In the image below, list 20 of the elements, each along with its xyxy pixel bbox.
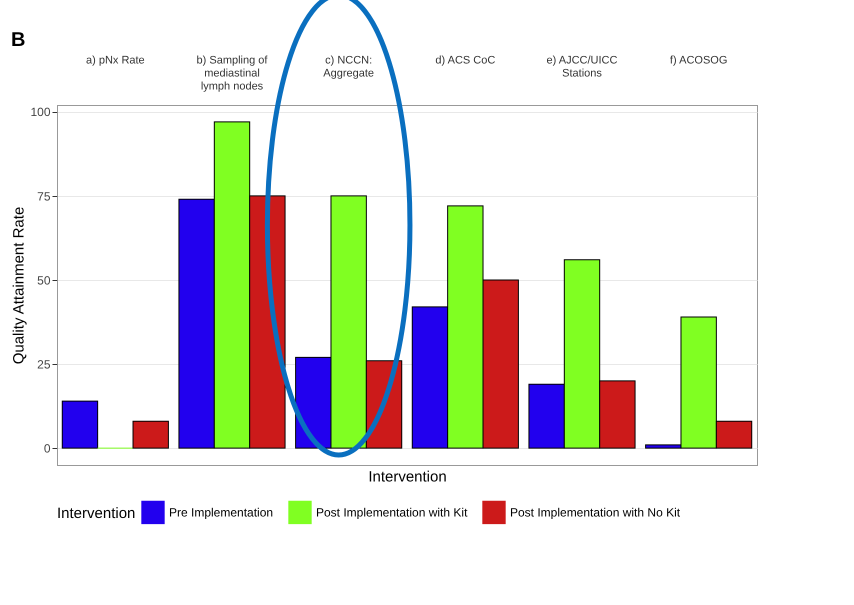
x-tick-label: d) ACS CoC bbox=[435, 54, 496, 66]
x-tick-label: c) NCCN: Aggregate bbox=[323, 54, 374, 80]
bar bbox=[62, 400, 98, 449]
y-tick-label: 75 bbox=[37, 189, 51, 204]
y-tick-label: 0 bbox=[44, 442, 51, 456]
x-tick-label: e) AJCC/UICC Stations bbox=[546, 54, 618, 80]
x-tick-label: b) Sampling of mediastinal lymph nodes bbox=[196, 54, 268, 92]
chart-title: B bbox=[10, 29, 26, 51]
x-tick-label: a) pNx Rate bbox=[86, 54, 145, 66]
legend-label: Post Implementation with Kit bbox=[316, 505, 468, 520]
y-tick-label: 50 bbox=[37, 273, 51, 288]
bar bbox=[132, 420, 169, 449]
y-tick-label: 25 bbox=[37, 358, 51, 372]
x-axis-title: Intervention bbox=[368, 468, 447, 486]
y-axis-title: Quality Attainment Rate bbox=[10, 206, 28, 364]
y-tick-label: 100 bbox=[30, 105, 51, 120]
legend-label: Post Implementation with No Kit bbox=[510, 505, 681, 520]
legend-label: Pre Implementation bbox=[169, 505, 274, 520]
x-tick-label: f) ACOSOG bbox=[670, 54, 728, 66]
legend-title: Intervention bbox=[57, 505, 136, 522]
